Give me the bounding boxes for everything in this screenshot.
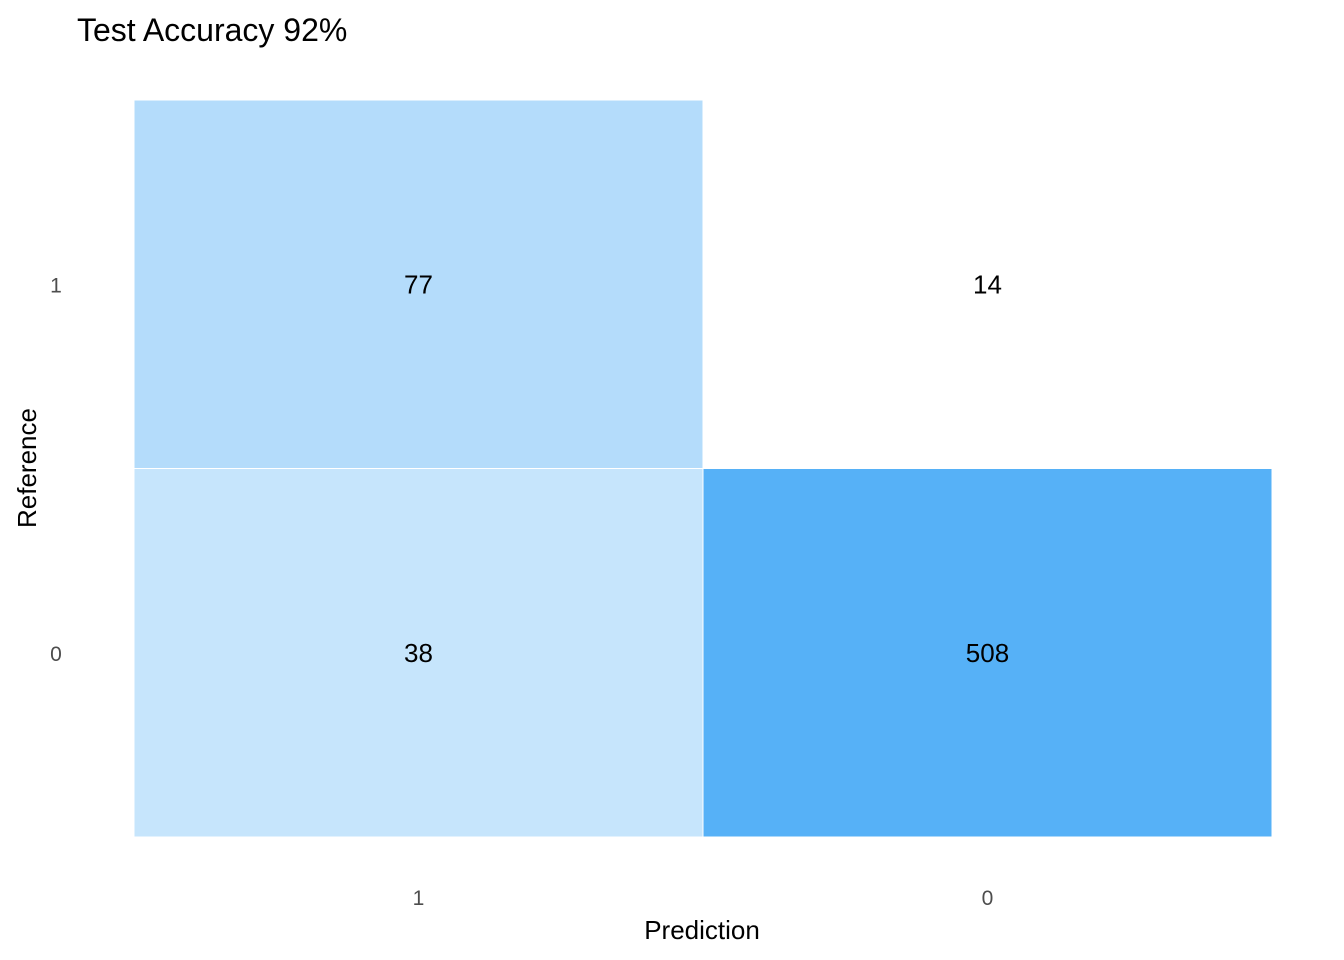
heatmap-cells — [133, 99, 1273, 838]
y-axis-ticks: 10 — [50, 274, 62, 666]
heatmap-cell-pred-0-ref-0 — [702, 468, 1273, 838]
heatmap-cell-pred-0-ref-1 — [702, 99, 1273, 469]
cell-value-label: 508 — [966, 638, 1009, 668]
cell-value-label: 77 — [404, 269, 433, 299]
heatmap-cell-pred-1-ref-0 — [133, 468, 704, 838]
cell-value-label: 38 — [404, 638, 433, 668]
x-tick-label: 1 — [413, 887, 425, 910]
heatmap-cell-pred-1-ref-1 — [133, 99, 704, 469]
y-axis-title: Reference — [12, 408, 42, 528]
chart-title: Test Accuracy 92% — [77, 12, 347, 48]
y-tick-label: 1 — [50, 274, 62, 297]
y-tick-label: 0 — [50, 643, 62, 666]
heatmap-cell-labels: 77 14 38 508 — [404, 269, 1009, 668]
x-axis-title: Prediction — [644, 915, 760, 945]
x-tick-label: 0 — [982, 887, 994, 910]
cell-value-label: 14 — [973, 269, 1002, 299]
